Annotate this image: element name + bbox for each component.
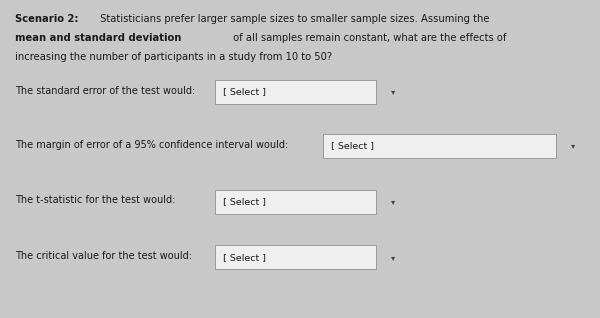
Text: ▾: ▾ — [391, 87, 395, 96]
FancyBboxPatch shape — [215, 80, 376, 104]
FancyBboxPatch shape — [215, 245, 376, 269]
Text: ▾: ▾ — [571, 142, 575, 150]
Text: mean and standard deviation: mean and standard deviation — [15, 33, 181, 43]
FancyBboxPatch shape — [323, 134, 556, 158]
Text: of all samples remain constant, what are the effects of: of all samples remain constant, what are… — [230, 33, 506, 43]
Text: [ Select ]: [ Select ] — [223, 253, 266, 262]
Text: The t-statistic for the test would:: The t-statistic for the test would: — [15, 195, 175, 205]
Text: The critical value for the test would:: The critical value for the test would: — [15, 251, 192, 261]
Text: ▾: ▾ — [391, 253, 395, 262]
Text: increasing the number of participants in a study from 10 to 50?: increasing the number of participants in… — [15, 52, 332, 62]
Text: [ Select ]: [ Select ] — [223, 87, 266, 96]
Text: [ Select ]: [ Select ] — [331, 142, 374, 150]
Text: Scenario 2:: Scenario 2: — [15, 14, 79, 24]
FancyBboxPatch shape — [215, 190, 376, 214]
Text: [ Select ]: [ Select ] — [223, 197, 266, 206]
Text: ▾: ▾ — [391, 197, 395, 206]
Text: The standard error of the test would:: The standard error of the test would: — [15, 86, 195, 96]
Text: Statisticians prefer larger sample sizes to smaller sample sizes. Assuming the: Statisticians prefer larger sample sizes… — [97, 14, 490, 24]
Text: The margin of error of a 95% confidence interval would:: The margin of error of a 95% confidence … — [15, 140, 288, 150]
